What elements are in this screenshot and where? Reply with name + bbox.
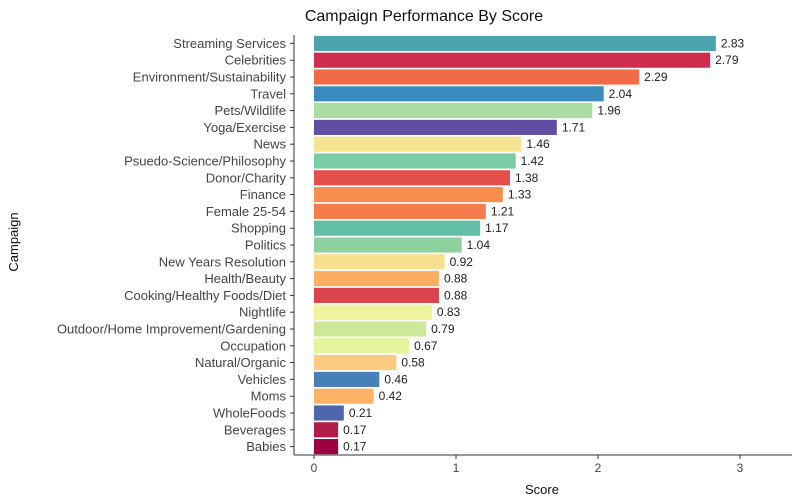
bars-layer — [314, 35, 716, 455]
data-labels-layer: 2.83 2.79 2.29 2.04 1.96 1.71 1.46 1.42 1.38 1.33… — [343, 36, 744, 453]
category-label: News — [253, 137, 286, 152]
category-label: Pets/Wildlife — [214, 103, 286, 118]
bar — [314, 371, 380, 387]
x-axis-title: Score — [525, 482, 559, 497]
bar-value-label: 1.17 — [485, 221, 509, 235]
bar-value-label: 0.92 — [450, 255, 474, 269]
category-label: Moms — [251, 389, 287, 404]
bar-value-label: 0.17 — [343, 440, 367, 454]
bar — [314, 388, 374, 404]
bar — [314, 187, 503, 203]
bar — [314, 254, 445, 270]
category-label: Beverages — [224, 422, 287, 437]
category-label: Babies — [246, 439, 286, 454]
bar-value-label: 1.33 — [508, 188, 532, 202]
y-axis-title: Campaign — [6, 212, 21, 271]
category-label: Occupation — [220, 338, 286, 353]
bar-value-label: 1.21 — [491, 204, 515, 218]
bar-value-label: 0.88 — [444, 272, 468, 286]
category-label: Natural/Organic — [195, 355, 287, 370]
bar — [314, 220, 481, 236]
bar — [314, 136, 522, 152]
bar-value-label: 2.29 — [644, 70, 668, 84]
bar-value-label: 0.88 — [444, 288, 468, 302]
bar-value-label: 1.42 — [521, 154, 545, 168]
category-label: Psuedo-Science/Philosophy — [124, 154, 286, 169]
x-tick-label: 2 — [595, 461, 602, 475]
bar-value-label: 1.38 — [515, 171, 539, 185]
bar — [314, 35, 716, 51]
category-label: Vehicles — [238, 372, 287, 387]
category-label: Nightlife — [239, 305, 286, 320]
bar-value-label: 2.79 — [715, 53, 739, 67]
bar — [314, 338, 410, 354]
category-label: Celebrities — [225, 53, 287, 68]
category-label: New Years Resolution — [159, 254, 286, 269]
bar-value-label: 1.71 — [562, 120, 586, 134]
bar-value-label: 0.79 — [431, 322, 455, 336]
bar — [314, 170, 510, 186]
bar — [314, 119, 557, 135]
category-label: Health/Beauty — [204, 271, 286, 286]
category-label: Streaming Services — [173, 36, 286, 51]
category-label: Female 25-54 — [206, 204, 286, 219]
bar — [314, 52, 711, 68]
bar-value-label: 1.04 — [467, 238, 491, 252]
bar-value-label: 1.96 — [597, 104, 621, 118]
category-label: Donor/Charity — [206, 170, 287, 185]
x-tick-label: 1 — [453, 461, 460, 475]
bar — [314, 304, 432, 320]
bar-value-label: 0.58 — [401, 356, 425, 370]
bar-value-label: 2.83 — [721, 36, 745, 50]
y-ticks-layer: Streaming Services Celebrities Environment… — [57, 36, 294, 454]
category-label: Finance — [240, 187, 286, 202]
bar-value-label: 0.46 — [384, 372, 408, 386]
category-label: Cooking/Healthy Foods/Diet — [124, 288, 286, 303]
bar — [314, 69, 640, 85]
x-tick-label: 3 — [737, 461, 744, 475]
bar-value-label: 0.67 — [414, 339, 438, 353]
category-label: Yoga/Exercise — [203, 120, 286, 135]
bar-value-label: 0.21 — [349, 406, 373, 420]
x-tick-label: 0 — [311, 461, 318, 475]
bar-value-label: 0.17 — [343, 423, 367, 437]
category-label: Travel — [250, 86, 286, 101]
bar — [314, 271, 439, 287]
bar — [314, 103, 593, 119]
bar — [314, 355, 397, 371]
x-ticks-layer: 0 1 2 3 — [311, 455, 744, 475]
category-label: Outdoor/Home Improvement/Gardening — [57, 322, 286, 337]
category-label: Environment/Sustainability — [133, 70, 287, 85]
bar — [314, 153, 516, 169]
bar-value-label: 1.46 — [526, 137, 550, 151]
category-label: Politics — [245, 238, 287, 253]
bar — [314, 422, 339, 438]
bar — [314, 321, 427, 337]
bar — [314, 86, 604, 102]
bar — [314, 203, 486, 219]
bar — [314, 237, 462, 253]
bar-value-label: 2.04 — [609, 87, 633, 101]
category-label: Shopping — [231, 221, 286, 236]
bar — [314, 405, 344, 421]
bar — [314, 439, 339, 455]
bar — [314, 287, 439, 303]
category-label: WholeFoods — [213, 406, 286, 421]
bar-value-label: 0.83 — [437, 305, 461, 319]
bar-value-label: 0.42 — [379, 389, 403, 403]
chart-title: Campaign Performance By Score — [305, 8, 543, 25]
